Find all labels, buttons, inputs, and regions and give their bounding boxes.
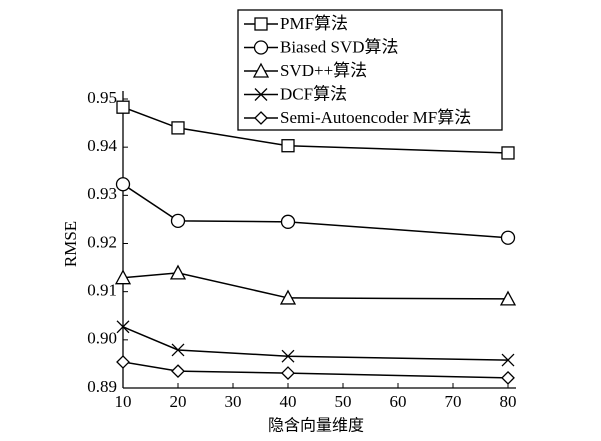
marker bbox=[280, 214, 296, 229]
marker bbox=[501, 146, 515, 160]
x-tick-label: 80 bbox=[500, 392, 517, 411]
marker bbox=[116, 320, 130, 334]
y-tick-label: 0.89 bbox=[87, 377, 117, 396]
series-line bbox=[122, 272, 509, 300]
marker bbox=[500, 230, 516, 245]
series-line bbox=[122, 106, 509, 154]
y-tick-label: 0.91 bbox=[87, 281, 117, 300]
marker bbox=[116, 100, 130, 114]
legend-label: DCF算法 bbox=[280, 84, 347, 103]
x-tick-label: 70 bbox=[445, 392, 462, 411]
marker bbox=[501, 353, 515, 367]
legend-label: PMF算法 bbox=[280, 14, 348, 33]
y-axis-label: RMSE bbox=[61, 221, 80, 267]
legend-label: Semi-Autoencoder MF算法 bbox=[280, 108, 471, 127]
x-tick-label: 30 bbox=[225, 392, 242, 411]
marker bbox=[171, 364, 185, 379]
x-tick-label: 50 bbox=[335, 392, 352, 411]
marker bbox=[281, 366, 295, 380]
marker bbox=[115, 177, 131, 192]
marker bbox=[169, 264, 187, 280]
marker bbox=[114, 269, 132, 285]
marker bbox=[116, 355, 130, 369]
series-line bbox=[122, 361, 509, 379]
y-tick-label: 0.94 bbox=[87, 136, 117, 155]
x-tick-label: 60 bbox=[390, 392, 407, 411]
legend-marker bbox=[254, 88, 268, 101]
legend-marker bbox=[254, 17, 268, 31]
series-line bbox=[122, 183, 509, 239]
marker bbox=[501, 370, 515, 385]
legend-label: SVD++算法 bbox=[280, 61, 367, 80]
x-tick-label: 10 bbox=[115, 392, 132, 411]
legend-label: Biased SVD算法 bbox=[280, 37, 399, 56]
marker bbox=[171, 343, 185, 357]
legend-marker bbox=[254, 111, 268, 125]
marker bbox=[170, 213, 186, 229]
marker bbox=[499, 290, 517, 306]
series-line bbox=[122, 326, 509, 361]
y-tick-label: 0.90 bbox=[87, 329, 117, 348]
y-tick-label: 0.93 bbox=[87, 184, 117, 203]
y-tick-label: 0.95 bbox=[87, 88, 117, 107]
marker bbox=[281, 139, 295, 153]
legend-box bbox=[237, 9, 503, 131]
x-tick-label: 20 bbox=[170, 392, 187, 411]
legend-marker bbox=[252, 62, 270, 78]
marker bbox=[281, 349, 295, 363]
x-axis-label: 隐含向量维度 bbox=[268, 416, 364, 435]
marker bbox=[279, 289, 297, 305]
marker bbox=[171, 121, 185, 135]
x-tick-label: 40 bbox=[280, 392, 297, 411]
legend-marker bbox=[253, 40, 269, 55]
y-tick-label: 0.92 bbox=[87, 232, 117, 251]
